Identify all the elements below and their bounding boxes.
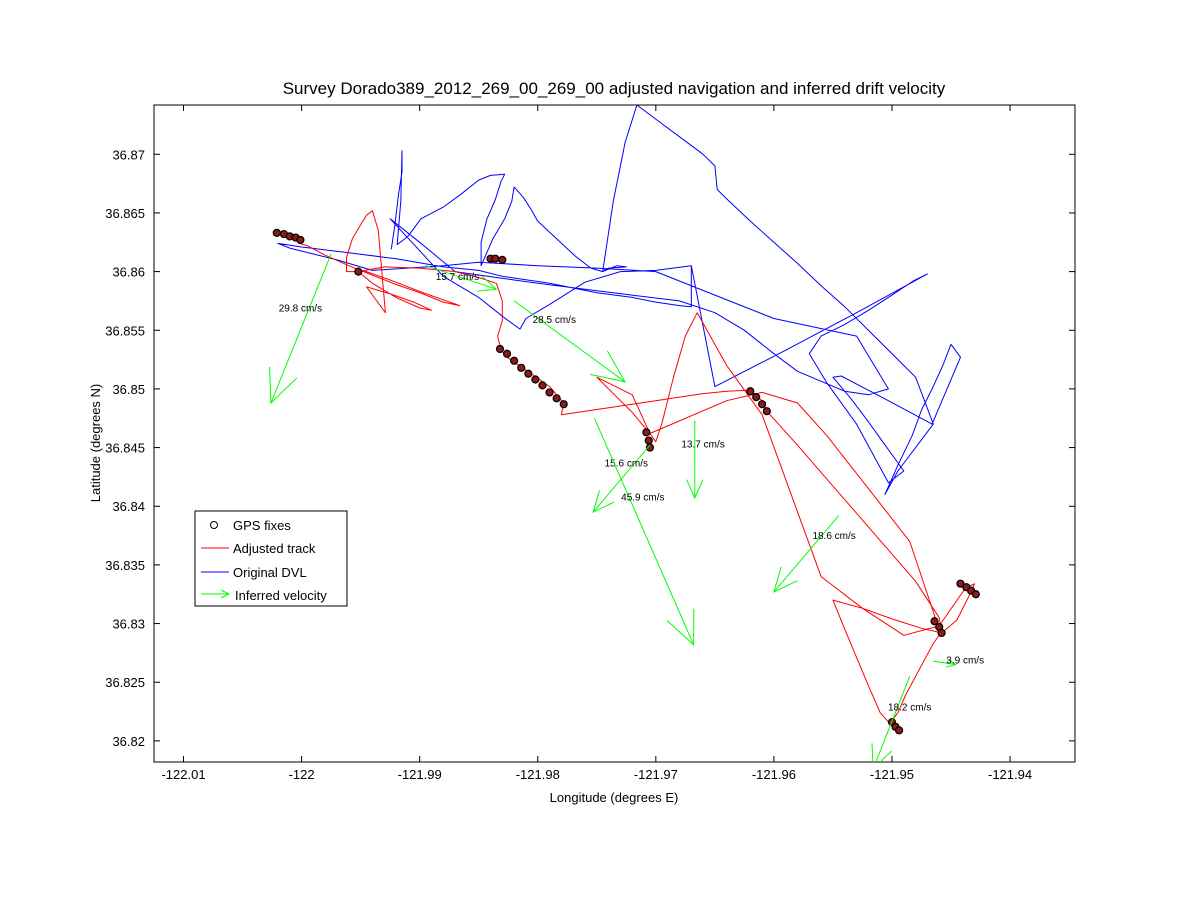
velocity-label: 29.8 cm/s	[279, 303, 322, 314]
chart-title: Survey Dorado389_2012_269_00_269_00 adju…	[283, 79, 946, 98]
y-tick-label: 36.82	[112, 734, 145, 749]
plot-area	[153, 104, 1076, 763]
gps-fix-marker	[491, 254, 500, 263]
velocity-label: 18.6 cm/s	[812, 531, 855, 542]
gps-fix-marker	[531, 375, 540, 384]
original-dvl-layer	[277, 105, 961, 495]
y-tick-label: 36.83	[112, 617, 145, 632]
y-tick-label: 36.87	[112, 147, 145, 162]
x-tick-label: -121.97	[634, 767, 678, 782]
gps-fix-marker	[746, 387, 755, 396]
legend-velocity-label: Inferred velocity	[235, 588, 327, 603]
x-tick-label: -121.99	[398, 767, 442, 782]
velocity-label: 13.7 cm/s	[681, 440, 724, 451]
gps-fix-marker	[517, 363, 526, 372]
gps-fix-marker	[752, 393, 761, 402]
gps-fix-marker	[502, 349, 512, 358]
gps-fix-marker	[296, 235, 305, 245]
legend-gps-marker	[210, 521, 218, 529]
x-tick-label: -121.94	[988, 767, 1032, 782]
gps-fix-marker	[524, 369, 533, 378]
velocity-label: 18.2 cm/s	[888, 702, 931, 713]
plot-content: 29.8 cm/s 15.7 cm/s 28.5 cm/s 15.6 cm/s 13.7…	[269, 105, 984, 762]
gps-fix-marker	[498, 255, 507, 264]
y-tick-label: 36.845	[105, 441, 145, 456]
velocity-arrow	[686, 420, 704, 500]
gps-fix-marker	[552, 394, 561, 403]
velocity-arrow	[593, 417, 695, 646]
y-tick-label: 36.85	[112, 382, 145, 397]
legend-dvl-label: Original DVL	[233, 565, 307, 580]
y-tick-label: 36.86	[112, 265, 145, 280]
y-axis-label: Latitude (degrees N)	[88, 384, 103, 503]
x-axis-label: Longitude (degrees E)	[550, 790, 679, 805]
gps-fix-marker	[757, 400, 767, 409]
gps-fix-marker	[545, 388, 554, 397]
gps-fix-marker	[559, 400, 568, 409]
velocity-label: 45.9 cm/s	[621, 492, 664, 503]
gps-fix-marker	[645, 443, 655, 452]
velocity-arrow	[933, 658, 957, 668]
gps-fix-marker	[971, 590, 980, 599]
velocity-arrow	[773, 515, 840, 593]
velocity-arrows-layer: 29.8 cm/s 15.7 cm/s 28.5 cm/s 15.6 cm/s 13.7…	[269, 253, 984, 762]
velocity-arrow	[269, 253, 332, 405]
y-tick-label: 36.835	[105, 558, 145, 573]
x-tick-label: -122.01	[161, 767, 205, 782]
velocity-label: 15.6 cm/s	[605, 458, 648, 469]
velocity-label: 28.5 cm/s	[533, 315, 576, 326]
x-tick-label: -121.98	[516, 767, 560, 782]
velocity-arrow	[592, 444, 651, 514]
legend-velocity-swatch	[201, 589, 231, 599]
gps-fix-marker	[510, 356, 519, 365]
gps-fix-marker	[495, 344, 505, 354]
gps-fix-marker	[272, 228, 281, 237]
legend-box	[194, 510, 348, 607]
velocity-label: 15.7 cm/s	[436, 272, 479, 283]
y-tick-label: 36.855	[105, 323, 145, 338]
gps-fix-marker	[930, 617, 939, 626]
y-tick-label: 36.84	[112, 499, 145, 514]
original-dvl-line	[277, 105, 961, 495]
gps-fix-marker	[956, 579, 965, 588]
velocity-label: 3.9 cm/s	[946, 655, 984, 666]
gps-fix-marker	[937, 628, 946, 638]
legend: GPS fixes Adjusted track Original DVL In…	[194, 510, 348, 607]
velocity-arrow	[871, 676, 911, 762]
velocity-arrow	[513, 300, 627, 383]
legend-gps-label: GPS fixes	[233, 518, 291, 533]
x-tick-label: -122	[289, 767, 315, 782]
x-tick-label: -121.95	[870, 767, 914, 782]
gps-fix-marker	[644, 436, 653, 445]
legend-adjusted-label: Adjusted track	[233, 541, 316, 556]
gps-fix-marker	[642, 428, 651, 437]
gps-fix-marker	[538, 381, 547, 390]
gps-fixes-layer	[272, 228, 980, 735]
axis-ticks: -122.01 -122 -121.99 -121.98 -121.97 -121.96 -…	[105, 105, 1075, 782]
y-tick-label: 36.865	[105, 206, 145, 221]
gps-fix-marker	[894, 726, 904, 735]
velocity-arrow	[425, 265, 498, 292]
gps-fix-marker	[762, 407, 771, 416]
y-tick-label: 36.825	[105, 675, 145, 690]
x-tick-label: -121.96	[752, 767, 796, 782]
gps-fix-marker	[354, 267, 363, 276]
